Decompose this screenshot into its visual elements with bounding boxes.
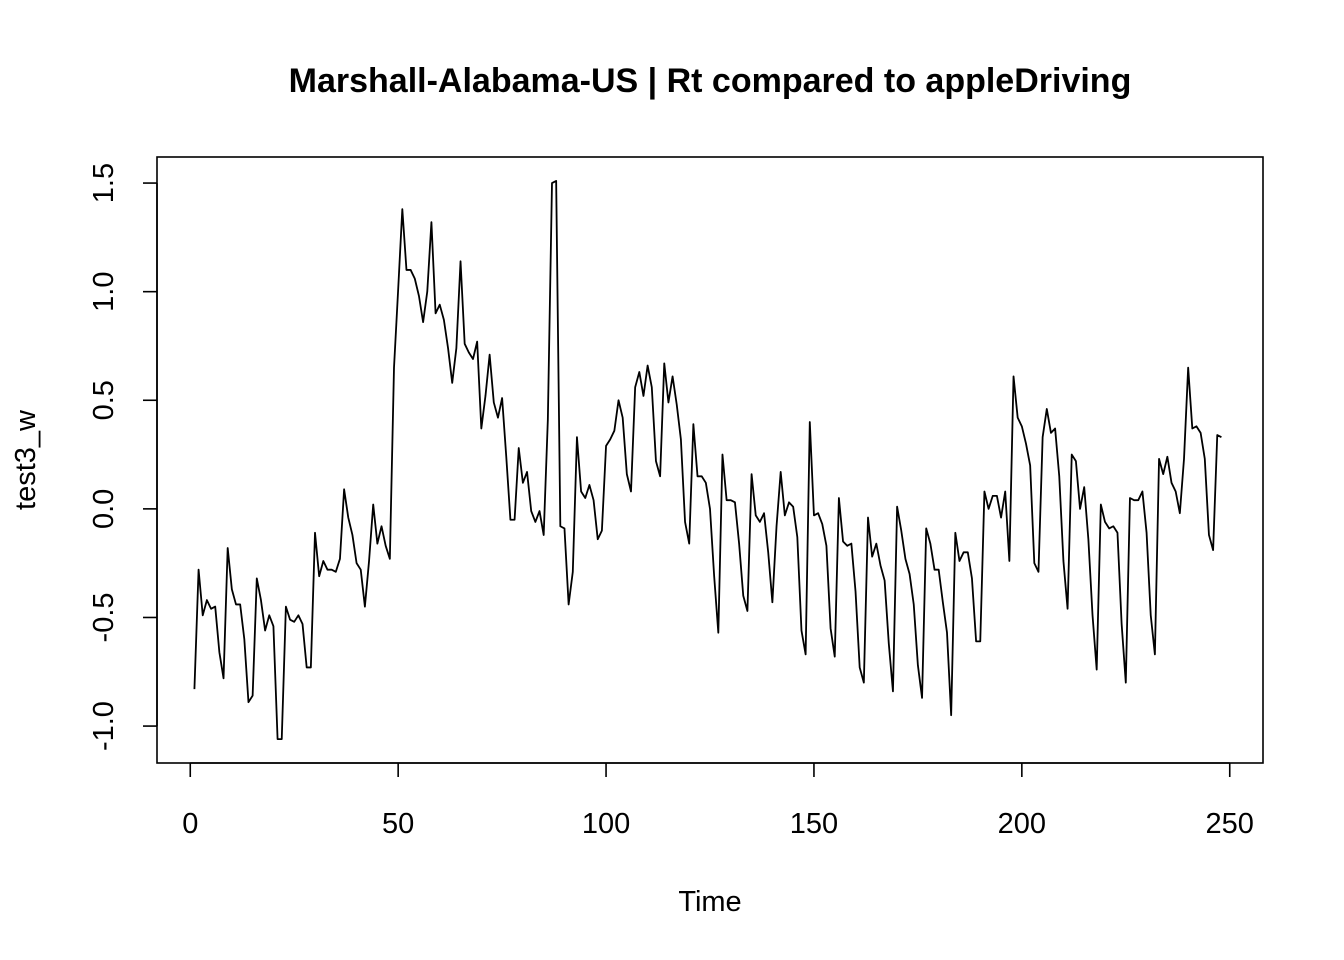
y-tick-label: -0.5 — [88, 592, 120, 642]
x-axis-label: Time — [678, 886, 741, 918]
y-axis-label: test3_w — [10, 409, 42, 510]
y-tick-label: 0.5 — [88, 380, 120, 420]
x-tick-label: 0 — [182, 808, 198, 840]
series-line-test3-w — [193, 179, 1222, 741]
x-axis: 0 50 100 150 200 250 — [182, 762, 1254, 840]
y-tick-label: 1.5 — [88, 163, 120, 203]
y-tick-label: -1.0 — [88, 701, 120, 751]
x-tick-label: 200 — [998, 808, 1046, 840]
plot-frame — [156, 156, 1264, 764]
x-tick-label: 250 — [1206, 808, 1254, 840]
y-axis: -1.0 -0.5 0.0 0.5 1.0 1.5 — [88, 163, 158, 751]
y-tick-label: 1.0 — [88, 272, 120, 312]
x-tick-label: 100 — [582, 808, 630, 840]
y-tick-label: 0.0 — [88, 489, 120, 529]
chart-title: Marshall-Alabama-US | Rt compared to app… — [289, 62, 1132, 100]
x-tick-label: 50 — [382, 808, 414, 840]
x-tick-label: 150 — [790, 808, 838, 840]
